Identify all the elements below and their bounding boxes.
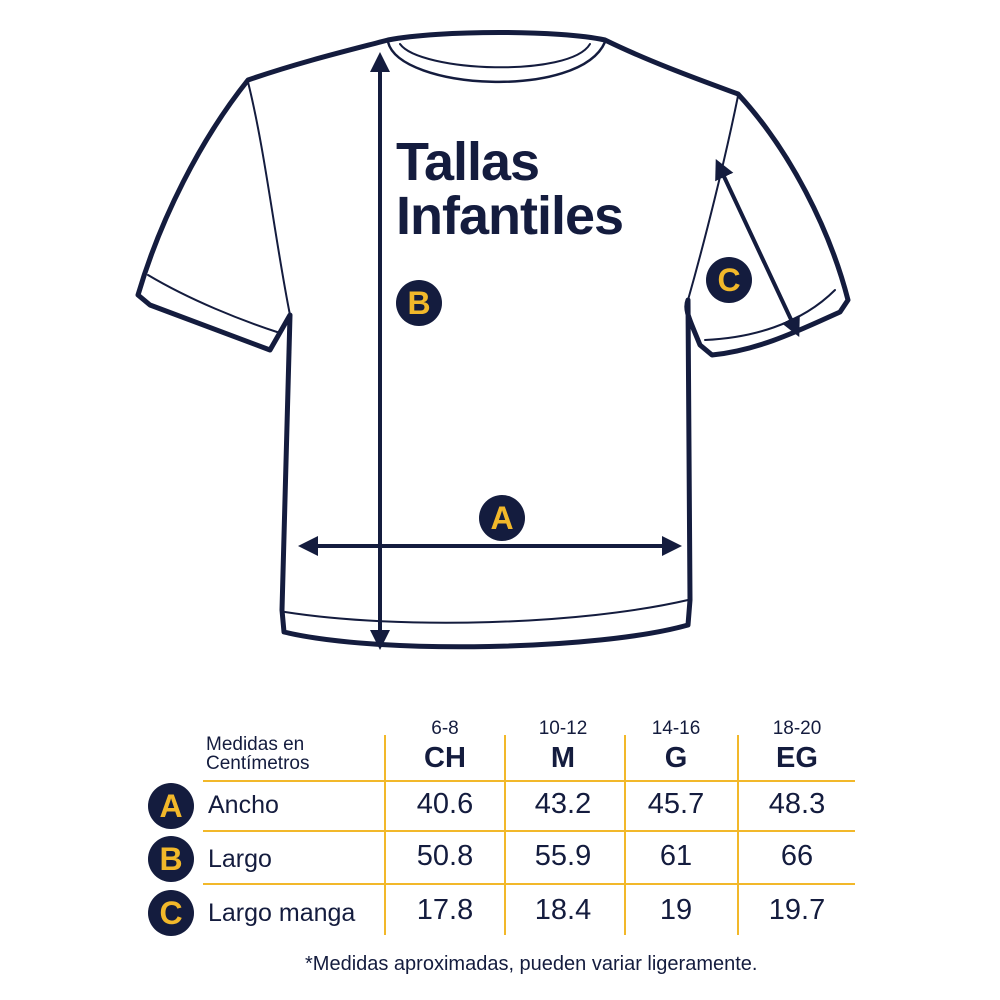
cell: 19 [659, 894, 693, 926]
table-header-label: Medidas en Centímetros [206, 735, 309, 773]
cell: 45.7 [647, 788, 705, 820]
cell: 40.6 [416, 788, 474, 820]
size-label: M [550, 742, 576, 774]
row-marker: B [148, 836, 194, 882]
right-sleeve-seam [687, 95, 739, 301]
divider [203, 883, 855, 885]
cell: 48.3 [768, 788, 826, 820]
size-range: 6-8 [431, 718, 459, 739]
cell: 17.8 [416, 894, 474, 926]
cell: 55.9 [534, 840, 592, 872]
cell: 43.2 [534, 788, 592, 820]
divider [203, 830, 855, 832]
divider [504, 735, 506, 935]
cell: 50.8 [416, 840, 474, 872]
row-marker: A [148, 783, 194, 829]
divider [384, 735, 386, 935]
header-label-line-1: Medidas en [206, 734, 305, 755]
shirt-outline [135, 30, 851, 650]
size-label: G [664, 742, 688, 774]
title-line-1: Tallas [396, 132, 540, 192]
row-marker: C [148, 890, 194, 936]
collar-seam [399, 43, 591, 69]
marker-a: A [479, 495, 525, 541]
cell: 61 [659, 840, 693, 872]
page-title: Tallas Infantiles [396, 132, 624, 246]
bottom-hem [284, 599, 689, 624]
footnote: *Medidas aproximadas, pueden variar lige… [305, 953, 758, 975]
size-label: CH [424, 742, 466, 774]
size-range: 14-16 [651, 718, 701, 739]
cell: 18.4 [534, 894, 592, 926]
row-label: Ancho [208, 791, 279, 819]
left-sleeve-seam [247, 81, 291, 316]
marker-b: B [396, 280, 442, 326]
divider [737, 735, 739, 935]
header-label-line-2: Centímetros [206, 753, 310, 774]
title-line-2: Infantiles [396, 186, 624, 246]
left-sleeve-hem [147, 274, 281, 334]
divider [203, 780, 855, 782]
tshirt-diagram [135, 30, 851, 650]
size-label: EG [776, 742, 818, 774]
collar-inner [386, 40, 607, 83]
row-label: Largo [208, 845, 272, 873]
cell: 19.7 [768, 894, 826, 926]
marker-c: C [706, 257, 752, 303]
divider [624, 735, 626, 935]
cell: 66 [780, 840, 814, 872]
arrow-c [715, 158, 800, 338]
row-label: Largo manga [208, 899, 356, 927]
size-range: 10-12 [538, 718, 588, 739]
size-range: 18-20 [772, 718, 822, 739]
